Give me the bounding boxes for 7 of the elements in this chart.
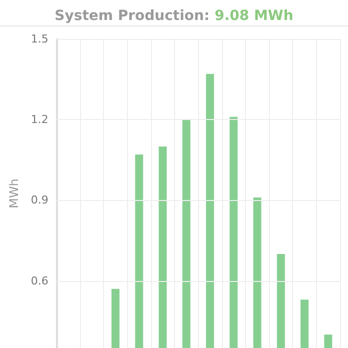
y-axis-title: MWh	[7, 178, 21, 208]
text: 9.08 MWh	[214, 8, 294, 24]
chart-title: System Production:	[54, 8, 210, 24]
y-tick-label: 0.6	[30, 274, 48, 288]
y-tick-label: 1.2	[30, 113, 48, 126]
y-tick-label: 0.9	[30, 194, 48, 207]
y-tick-label: 1.5	[30, 32, 48, 46]
